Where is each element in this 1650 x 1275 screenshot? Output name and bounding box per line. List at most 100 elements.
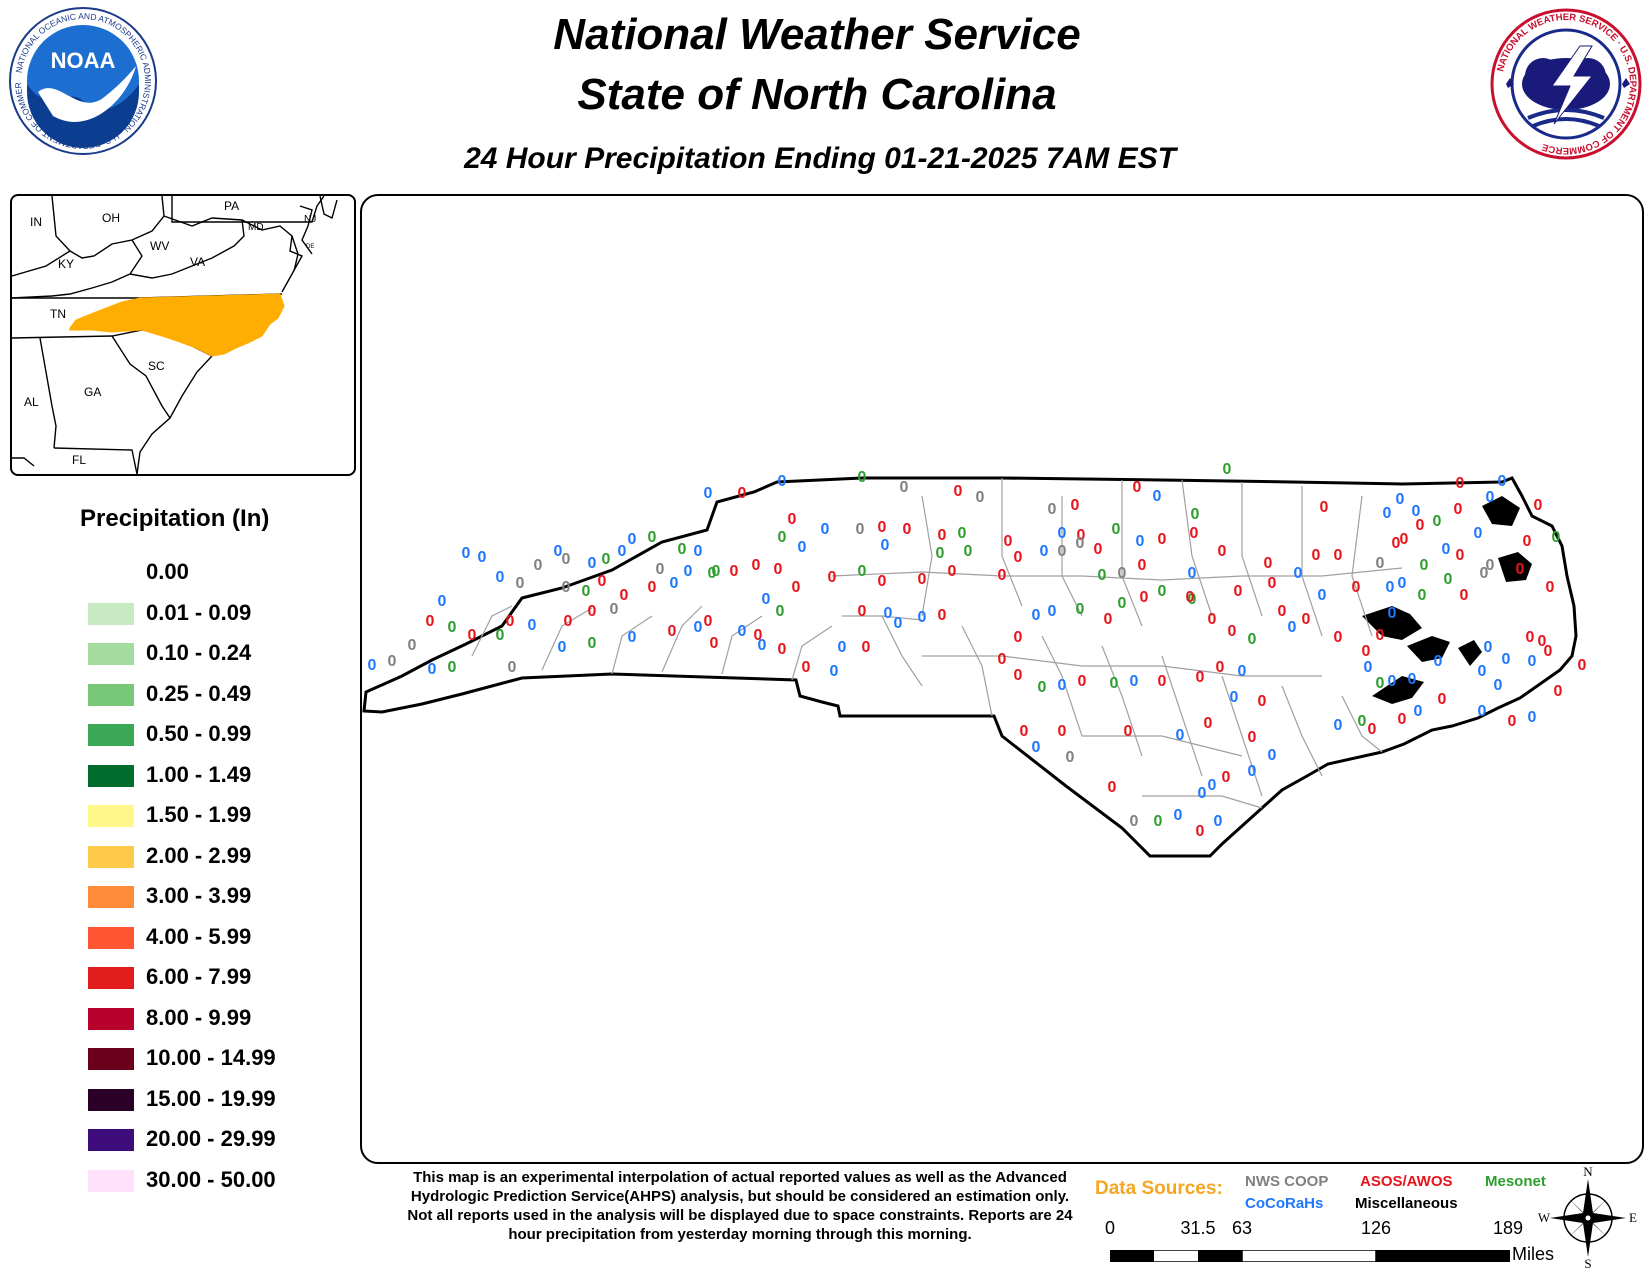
station-value: 0 — [1268, 575, 1277, 592]
station-value: 0 — [602, 551, 611, 568]
legend-swatch — [88, 683, 134, 706]
station-value: 0 — [628, 531, 637, 548]
source-asos-awos: ASOS/AWOS — [1360, 1173, 1453, 1190]
county-line — [1221, 675, 1263, 797]
station-value: 0 — [1386, 579, 1395, 596]
county-line — [961, 625, 993, 717]
station-value: 0 — [648, 529, 657, 546]
inset-label: KY — [58, 257, 74, 271]
station-value: 0 — [1414, 703, 1423, 720]
station-value: 0 — [1392, 535, 1401, 552]
station-value: 0 — [1058, 543, 1067, 560]
station-value: 0 — [1130, 813, 1139, 830]
station-value: 0 — [1288, 619, 1297, 636]
station-value: 0 — [1208, 611, 1217, 628]
station-value: 0 — [730, 563, 739, 580]
station-value: 0 — [918, 609, 927, 626]
station-value: 0 — [1108, 779, 1117, 796]
legend-item: 20.00 - 29.99 — [80, 1126, 320, 1167]
station-value: 0 — [1312, 547, 1321, 564]
source-nws-coop: NWS COOP — [1245, 1173, 1329, 1190]
legend-swatch — [88, 1129, 134, 1151]
station-value: 0 — [1133, 479, 1142, 496]
station-value: 0 — [1302, 611, 1311, 628]
inset-locator-map: IN OH PA NJ MD DE WV VA KY TN SC GA AL F… — [10, 194, 356, 476]
station-value: 0 — [426, 613, 435, 630]
station-value: 0 — [1190, 525, 1199, 542]
station-value: 0 — [1538, 633, 1547, 650]
station-value: 0 — [1396, 491, 1405, 508]
nc-precipitation-map[interactable]: 0 0 0 0 0 0 0 0 0 0 0 0 0 0 0 0 0 0 0 0 0 0 0 0 0 0 0 0 0 0 0 0 0 0 0 0 0 0 0 0… — [360, 194, 1644, 1164]
inset-label: TN — [50, 307, 66, 321]
station-value: 0 — [694, 619, 703, 636]
legend-swatch — [88, 886, 134, 908]
inset-nc-highlight — [69, 293, 285, 357]
station-value: 0 — [1214, 813, 1223, 830]
inset-label: SC — [148, 359, 165, 373]
station-value: 0 — [1098, 567, 1107, 584]
county-line — [611, 615, 653, 675]
station-value: 0 — [954, 483, 963, 500]
station-value: 0 — [1376, 627, 1385, 644]
station-value: 0 — [1130, 673, 1139, 690]
station-value: 0 — [1076, 601, 1085, 618]
station-value: 0 — [588, 555, 597, 572]
station-value: 0 — [438, 593, 447, 610]
station-value: 0 — [778, 529, 787, 546]
station-value: 0 — [1058, 723, 1067, 740]
station-value: 0 — [656, 561, 665, 578]
station-value: 0 — [1118, 595, 1127, 612]
station-value: 0 — [1198, 785, 1207, 802]
station-value: 0 — [528, 617, 537, 634]
county-line — [1351, 495, 1373, 637]
station-value: 0 — [1454, 501, 1463, 518]
station-value: 0 — [462, 545, 471, 562]
legend-swatch — [88, 1088, 134, 1111]
station-value: 0 — [758, 637, 767, 654]
station-value: 0 — [1398, 575, 1407, 592]
station-value: 0 — [1234, 583, 1243, 600]
station-value: 0 — [1014, 629, 1023, 646]
station-value: 0 — [903, 521, 912, 538]
station-value: 0 — [564, 613, 573, 630]
station-value: 0 — [598, 573, 607, 590]
legend-item: 0.10 - 0.24 — [80, 640, 320, 681]
station-value: 0 — [1218, 543, 1227, 560]
station-value: 0 — [938, 607, 947, 624]
legend-swatch — [88, 1169, 134, 1192]
coastal-sounds — [1362, 496, 1532, 704]
legend-label: 4.00 - 5.99 — [146, 923, 252, 949]
station-value: 0 — [1416, 517, 1425, 534]
station-value: 0 — [1528, 653, 1537, 670]
station-value: 0 — [1362, 643, 1371, 660]
station-value: 0 — [1032, 739, 1041, 756]
station-value: 0 — [1486, 489, 1495, 506]
station-value: 0 — [1433, 513, 1442, 530]
station-value: 0 — [1208, 777, 1217, 794]
station-value: 0 — [1038, 679, 1047, 696]
station-value: 0 — [1020, 723, 1029, 740]
station-value: 0 — [1376, 675, 1385, 692]
station-value: 0 — [1434, 653, 1443, 670]
station-value: 0 — [1486, 557, 1495, 574]
station-value: 0 — [1258, 693, 1267, 710]
station-value: 0 — [534, 557, 543, 574]
legend-label: 20.00 - 29.99 — [146, 1126, 276, 1151]
station-value: 0 — [1124, 723, 1133, 740]
station-value: 0 — [778, 641, 787, 658]
disclaimer-text: This map is an experimental interpolatio… — [407, 1169, 1073, 1243]
station-value: 0 — [1383, 505, 1392, 522]
station-value: 0 — [884, 605, 893, 622]
station-value: 0 — [388, 653, 397, 670]
compass-w: W — [1538, 1210, 1551, 1225]
inset-label: DE — [306, 244, 314, 250]
station-value: 0 — [1248, 631, 1257, 648]
station-value: 0 — [1318, 587, 1327, 604]
station-value: 0 — [776, 603, 785, 620]
station-value: 0 — [1534, 497, 1543, 514]
legend-swatch — [88, 845, 134, 868]
county-boundaries — [471, 478, 1403, 809]
station-value: 0 — [1552, 529, 1561, 546]
inset-label: PA — [224, 199, 239, 213]
station-value: 0 — [1040, 543, 1049, 560]
